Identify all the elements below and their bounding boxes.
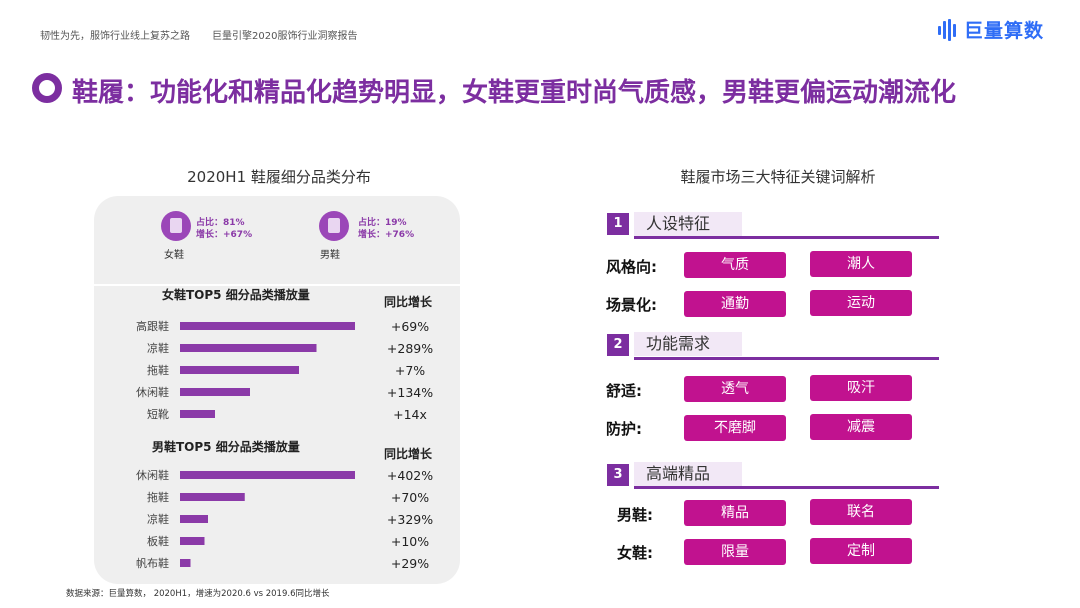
men-shoe-icon [319,211,349,241]
keyword-pill: 潮人 [810,251,912,277]
keyword-pill: 通勤 [684,291,786,317]
bar-chart-card [94,286,460,584]
yoy-growth-label: +329% [387,512,433,527]
section-3-divider [634,486,939,489]
brand-name: 巨量算数 [964,20,1045,42]
women-shoe-icon [161,211,191,241]
category-label: 拖鞋 [147,363,169,377]
men-top5-title: 男鞋TOP5 细分品类播放量 [152,440,300,454]
category-label: 休闲鞋 [136,385,169,399]
bar [180,559,191,567]
category-label: 高跟鞋 [136,319,169,333]
shoe-category-bar-chart: 高跟鞋 +69% 凉鞋 +289% 拖鞋 +7% 休闲鞋 +134% 短靴 +14x 休闲鞋 +402… [136,319,433,571]
category-label: 休闲鞋 [136,468,169,482]
bar [180,515,208,523]
category-label: 板鞋 [147,534,169,548]
bar [180,410,215,418]
keyword-pill: 精品 [684,500,786,526]
right-panel-title: 鞋履市场三大特征关键词解析 [680,168,876,186]
keyword-pill: 限量 [684,539,786,565]
men-share: 占比：19% [358,218,407,228]
bar [180,344,317,352]
category-label: 凉鞋 [147,512,169,526]
section-2-divider [634,357,939,360]
category-label: 凉鞋 [147,341,169,355]
bar [180,322,355,330]
category-label: 短靴 [147,407,169,421]
keyword-pill: 减震 [810,414,912,440]
yoy-growth-label: +69% [391,319,429,334]
bar [180,366,299,374]
section-3-number: 3 [607,464,629,486]
yoy-growth-label: +134% [387,385,433,400]
row-style-label: 风格向: [606,258,657,276]
bar [180,471,355,479]
brand-bars-icon [938,18,958,41]
section-3-label: 高端精品 [634,462,742,486]
section-2-number: 2 [607,334,629,356]
yoy-growth-label: +14x [393,407,427,422]
keyword-pill: 吸汗 [810,375,912,401]
men-growth: 增长：+76% [358,230,415,240]
women-top5-title: 女鞋TOP5 细分品类播放量 [162,288,310,302]
women-growth: 增长：+67% [196,230,253,240]
yoy-growth-label: +10% [391,534,429,549]
section-1-divider [634,236,939,239]
yoy-growth-label: +7% [395,363,425,378]
men-label: 男鞋 [320,250,340,261]
keyword-pill: 联名 [810,499,912,525]
gender-summary-card [94,196,460,284]
keyword-pill: 运动 [810,290,912,316]
category-label: 拖鞋 [147,490,169,504]
women-label: 女鞋 [164,250,184,261]
bar [180,537,205,545]
row-scene-label: 场景化: [606,296,657,314]
keyword-pill: 定制 [810,538,912,564]
yoy-growth-label: +70% [391,490,429,505]
header-tagline: 韧性为先，服饰行业线上复苏之路 [40,31,190,42]
women-share: 占比：81% [196,218,245,228]
women-yoy-header: 同比增长 [384,295,433,309]
section-1-number: 1 [607,213,629,235]
keyword-pill: 不磨脚 [684,415,786,441]
row-women-label: 女鞋: [617,544,653,562]
header-report-name: 巨量引擎2020服饰行业洞察报告 [212,31,358,42]
left-panel-title: 2020H1 鞋履细分品类分布 [187,168,371,186]
category-label: 帆布鞋 [136,556,169,570]
yoy-growth-label: +289% [387,341,433,356]
bar [180,493,245,501]
section-1-label: 人设特征 [634,212,742,236]
section-2-label: 功能需求 [634,332,742,356]
title-ring-icon [32,73,62,103]
men-yoy-header: 同比增长 [384,447,433,461]
yoy-growth-label: +29% [391,556,429,571]
keyword-pill: 透气 [684,376,786,402]
yoy-growth-label: +402% [387,468,433,483]
page-title: 鞋履：功能化和精品化趋势明显，女鞋更重时尚气质感，男鞋更偏运动潮流化 [72,78,957,108]
data-source-note: 数据来源：巨量算数， 2020H1，增速为2020.6 vs 2019.6同比增… [66,589,330,599]
row-men-label: 男鞋: [617,506,653,524]
brand-logo: 巨量算数 [938,16,1044,43]
row-comfort-label: 舒适: [606,382,642,400]
bar [180,388,250,396]
row-protection-label: 防护: [606,420,642,438]
keyword-pill: 气质 [684,252,786,278]
